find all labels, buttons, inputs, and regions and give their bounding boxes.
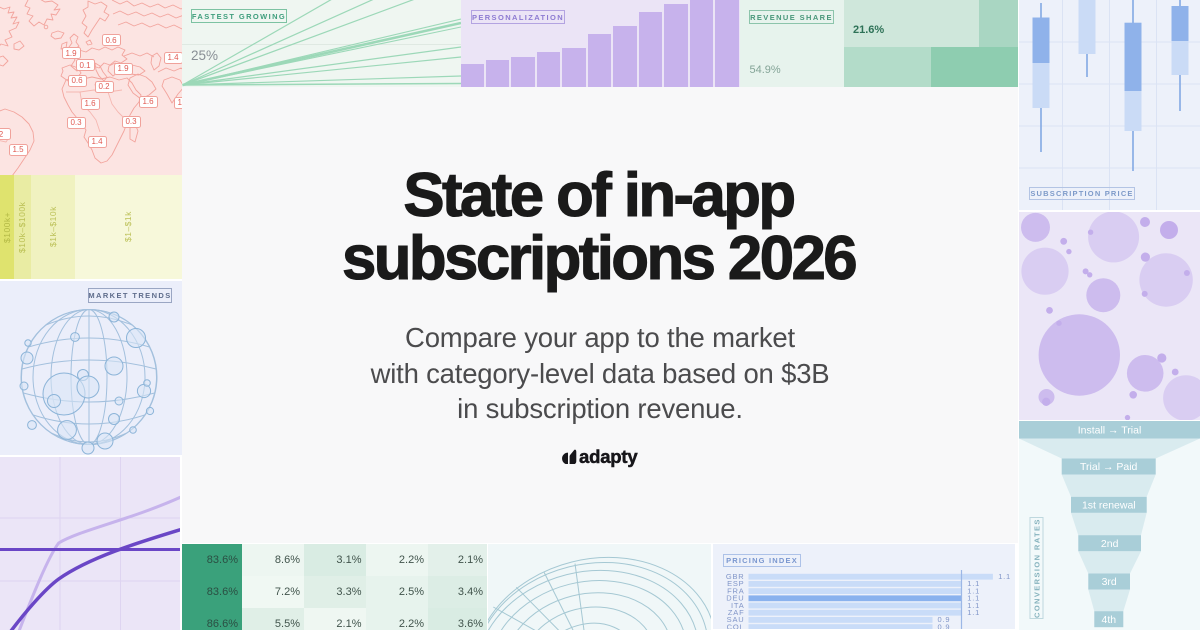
svg-text:1.1: 1.1 xyxy=(967,600,980,609)
svg-text:1st renewal: 1st renewal xyxy=(1082,499,1136,511)
svg-text:3rd: 3rd xyxy=(1102,576,1117,588)
svg-text:1.1: 1.1 xyxy=(967,608,980,617)
svg-text:ZAF: ZAF xyxy=(727,608,744,617)
svg-text:Install → Trial: Install → Trial xyxy=(1078,424,1142,436)
svg-text:SAU: SAU xyxy=(726,615,744,624)
svg-text:2nd: 2nd xyxy=(1101,538,1119,550)
svg-text:1.1: 1.1 xyxy=(967,579,980,588)
svg-text:DEU: DEU xyxy=(726,593,744,602)
svg-text:Trial → Paid: Trial → Paid xyxy=(1080,461,1138,473)
svg-text:4th: 4th xyxy=(1101,614,1116,626)
svg-text:1.1: 1.1 xyxy=(967,593,980,602)
svg-text:1.1: 1.1 xyxy=(998,572,1011,581)
svg-text:GBR: GBR xyxy=(725,572,744,581)
svg-text:0.9: 0.9 xyxy=(937,622,950,629)
svg-text:1.1: 1.1 xyxy=(967,586,980,595)
svg-text:ESP: ESP xyxy=(727,579,744,588)
svg-text:COL: COL xyxy=(726,622,744,629)
svg-text:0.9: 0.9 xyxy=(937,615,950,624)
svg-text:ITA: ITA xyxy=(730,600,744,609)
svg-text:FRA: FRA xyxy=(727,586,744,595)
